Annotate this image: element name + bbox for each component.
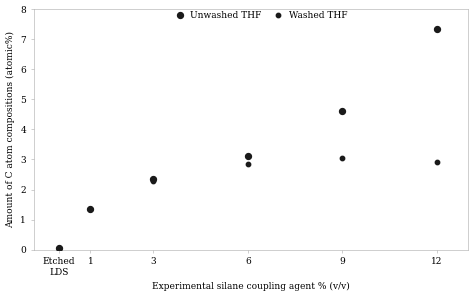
Unwashed THF	[338, 109, 346, 114]
Unwashed THF	[244, 154, 252, 159]
Unwashed THF	[87, 207, 94, 211]
Washed THF	[87, 207, 94, 211]
Washed THF	[55, 246, 63, 251]
Y-axis label: Amount of C atom compositions (atomic%): Amount of C atom compositions (atomic%)	[6, 31, 15, 228]
Washed THF	[433, 160, 441, 165]
Washed THF	[150, 178, 157, 183]
Unwashed THF	[55, 246, 63, 251]
Unwashed THF	[150, 177, 157, 181]
Unwashed THF	[433, 26, 441, 31]
Washed THF	[244, 162, 252, 166]
X-axis label: Experimental silane coupling agent % (v/v): Experimental silane coupling agent % (v/…	[152, 282, 350, 291]
Washed THF	[338, 156, 346, 160]
Legend: Unwashed THF, Washed THF: Unwashed THF, Washed THF	[169, 9, 349, 21]
